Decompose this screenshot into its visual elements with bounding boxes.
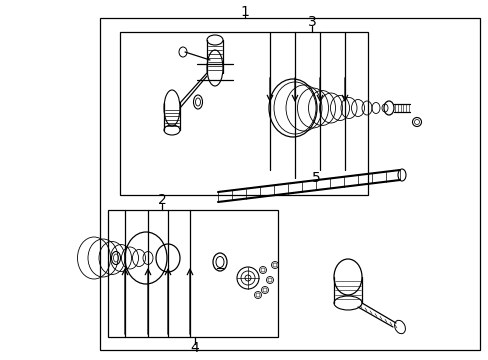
Bar — [120, 32, 367, 195]
Text: 3: 3 — [307, 15, 316, 29]
Text: 1: 1 — [240, 5, 249, 19]
Bar — [108, 210, 278, 337]
Text: 4: 4 — [190, 341, 199, 355]
Text: 5: 5 — [311, 171, 320, 185]
Bar — [100, 18, 479, 350]
Text: 2: 2 — [157, 193, 166, 207]
